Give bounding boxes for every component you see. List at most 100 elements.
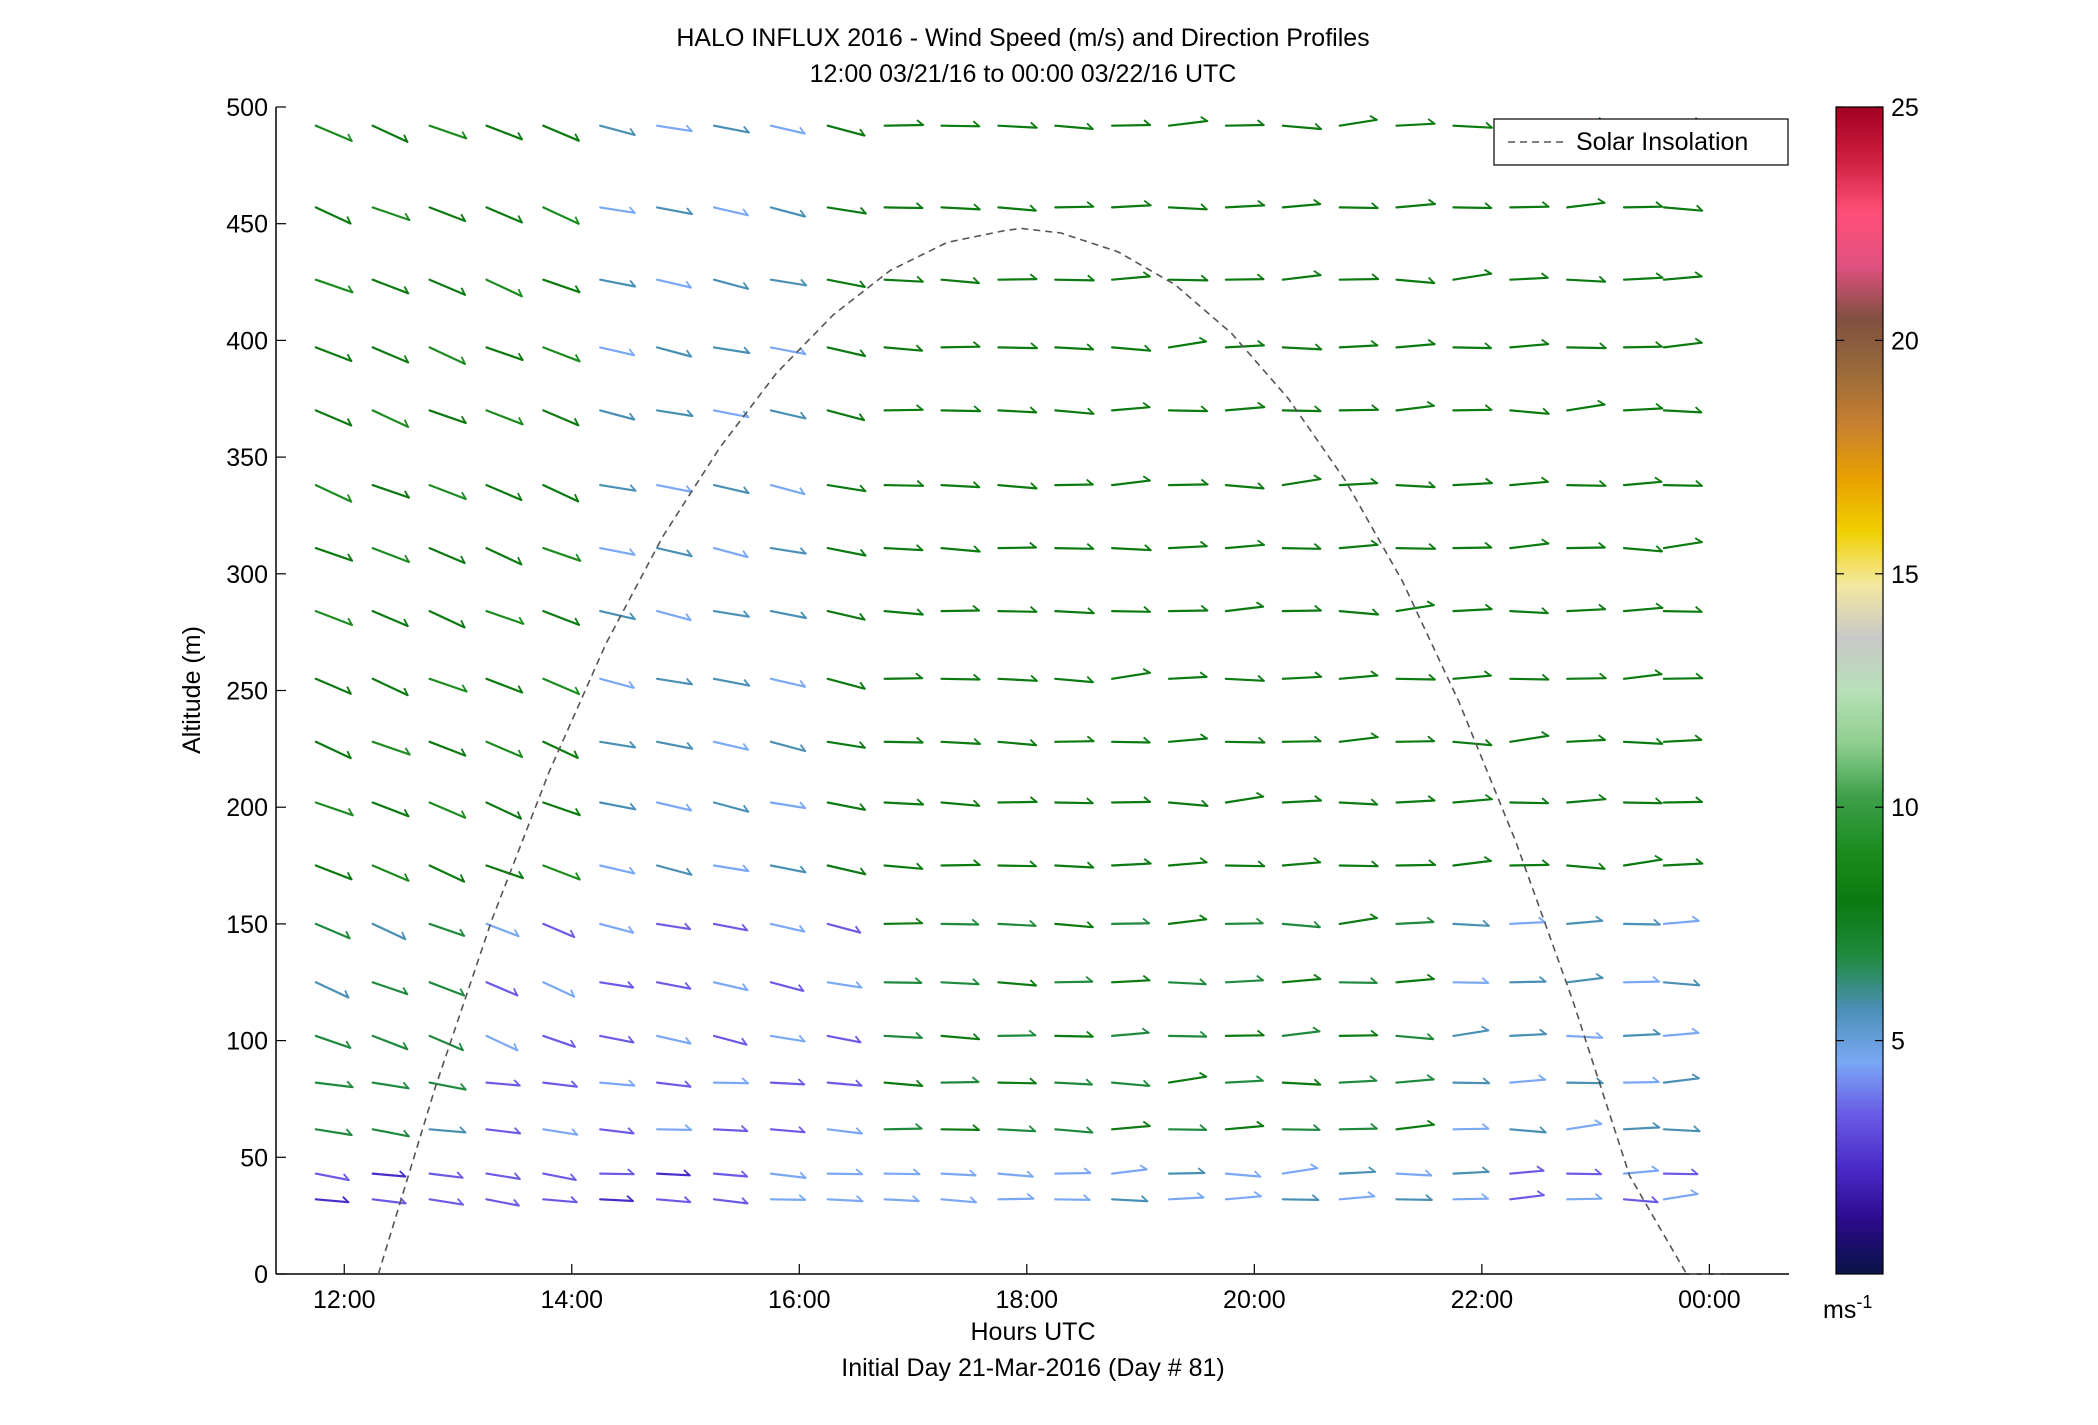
wind-barb-tick [627,1168,635,1175]
wind-barb-tick [1542,407,1550,415]
wind-barb [826,677,866,690]
wind-barb-tick [685,124,693,132]
wind-barb-tick [799,744,806,752]
wind-barb [883,1034,923,1040]
wind-barb-tick [575,553,581,562]
wind-barb [1338,118,1378,127]
wind-barb [1110,546,1152,552]
wind-barb-tick [742,742,749,751]
wind-barb [1224,605,1265,613]
wind-barb-tick [1140,1195,1148,1202]
wind-barb [940,677,981,681]
wind-barbs [314,115,1704,1207]
wind-barb-tick [915,544,923,551]
wind-barb [826,1172,864,1176]
wind-barb [1662,341,1703,349]
wind-barb-tick [798,1194,806,1201]
wind-barb [428,609,466,629]
wind-barb-tick [518,616,525,625]
wind-barb-tick [570,1173,577,1181]
wind-barb-tick [1695,606,1703,613]
wind-barb [1452,1170,1490,1175]
wind-barb [769,1172,807,1180]
wind-barb [428,409,467,424]
wind-barb-tick [1426,1119,1435,1126]
wind-barb [1338,674,1379,680]
wind-barb [428,1172,464,1179]
wind-barb [428,484,467,501]
wind-barb-tick [1484,603,1493,610]
wind-barb-tick [1428,673,1436,681]
wind-barb [1224,204,1266,209]
wind-barb-tick [1428,481,1436,488]
wind-barb [1566,798,1607,804]
wind-barb [1395,404,1435,412]
wind-barb-tick [574,493,580,502]
wind-barb [997,124,1038,129]
wind-barb-tick [973,203,981,211]
wind-barb-tick [740,1170,748,1178]
wind-barb [655,922,692,931]
wind-barb [1338,864,1379,868]
wind-barb-tick [1144,344,1151,352]
wind-barb-tick [1314,343,1322,351]
wind-barb [1110,479,1151,487]
wind-barb [1224,1124,1265,1131]
wind-barb [485,864,525,880]
wind-barb-tick [343,1173,350,1181]
wind-barb-tick [1482,919,1490,927]
wind-barb-tick [798,1034,806,1042]
wind-barb-tick [570,989,576,997]
wind-barb [712,409,750,419]
wind-barb [997,1197,1035,1201]
wind-barb [1167,737,1209,743]
wind-barb-tick [854,925,861,934]
wind-barb-tick [1655,797,1663,804]
wind-barb-tick [1427,276,1435,284]
wind-barb [542,677,581,696]
x-axis-label: Hours UTC [970,1318,1095,1346]
wind-barb-tick [403,808,410,817]
wind-barb [1662,862,1704,867]
wind-barb-tick [347,808,354,816]
wind-barb [1566,976,1604,984]
wind-barb-tick [799,1171,807,1179]
wind-barb-tick [1485,739,1492,746]
wind-barb [1054,124,1094,130]
wind-barb [599,278,637,288]
wind-barb-tick [1029,273,1037,280]
wind-barb-tick [517,749,523,758]
wind-barb [826,1034,862,1044]
wind-barb [655,801,693,812]
wind-barb-tick [1256,791,1264,798]
wind-barb-tick [799,209,806,218]
wind-barb [1281,124,1323,131]
wind-barb-tick [1483,670,1492,677]
wind-barb [1110,275,1151,281]
wind-barb [997,1172,1034,1178]
wind-barb-tick [1426,600,1435,606]
wind-barb-tick [629,484,637,492]
wind-barb [1566,1081,1604,1085]
wind-barb [1167,1034,1208,1038]
wind-barb [371,801,410,818]
wind-barb [1566,864,1606,870]
wind-barb [428,864,466,883]
wind-barb-tick [1142,271,1151,278]
wind-barb-tick [1597,399,1605,406]
wind-barb [712,1172,749,1178]
wind-barb-tick [685,280,692,289]
wind-barb-tick [741,923,748,931]
wind-barb [883,1172,921,1176]
wind-barb-tick [346,871,353,880]
wind-barb [1054,409,1095,415]
wind-barb [1395,122,1436,127]
wind-barb-tick [517,288,523,297]
colorbar-tick-label: 20 [1891,327,1919,355]
wind-barb [1224,1034,1265,1038]
wind-barb-tick [1426,1074,1435,1081]
wind-barb [1452,859,1493,867]
wind-barb [1224,864,1266,868]
wind-barb [997,740,1038,747]
wind-barb-tick [1143,606,1151,613]
